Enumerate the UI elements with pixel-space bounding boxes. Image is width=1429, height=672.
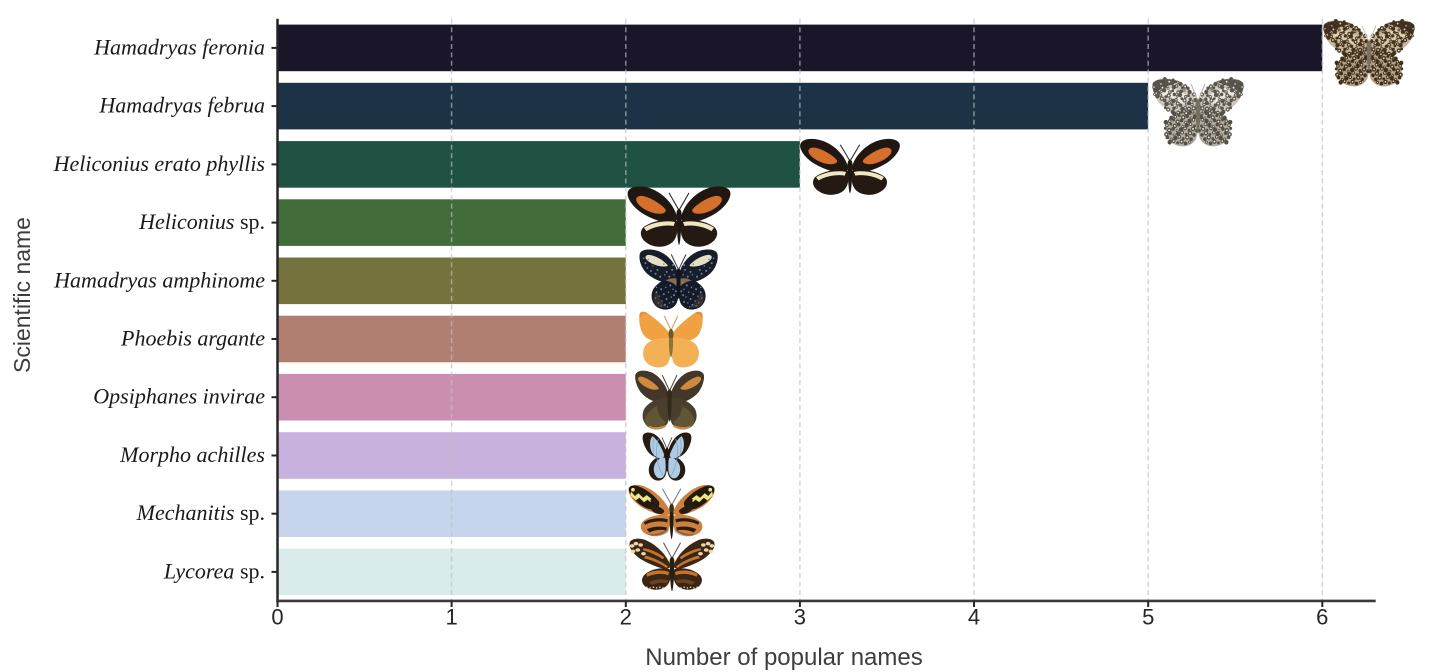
svg-text:2: 2 — [620, 605, 632, 630]
svg-text:Mechanitis sp.: Mechanitis sp. — [136, 500, 265, 525]
svg-text:Hamadryas februa: Hamadryas februa — [98, 93, 265, 118]
svg-text:Scientific name: Scientific name — [9, 217, 35, 373]
svg-text:Hamadryas amphinome: Hamadryas amphinome — [53, 267, 265, 292]
svg-text:5: 5 — [1142, 605, 1154, 630]
svg-text:3: 3 — [794, 605, 806, 630]
svg-text:Hamadryas feronia: Hamadryas feronia — [93, 34, 265, 59]
svg-text:Number of popular names: Number of popular names — [645, 644, 922, 671]
svg-text:6: 6 — [1316, 605, 1328, 630]
svg-text:0: 0 — [271, 605, 283, 630]
svg-text:Opsiphanes invirae: Opsiphanes invirae — [93, 384, 265, 409]
svg-text:4: 4 — [968, 605, 980, 630]
svg-text:Morpho achilles: Morpho achilles — [119, 442, 265, 467]
svg-text:Lycorea sp.: Lycorea sp. — [163, 558, 265, 583]
svg-text:1: 1 — [445, 605, 457, 630]
svg-text:Heliconius erato phyllis: Heliconius erato phyllis — [53, 151, 265, 176]
svg-text:Heliconius sp.: Heliconius sp. — [138, 209, 265, 234]
svg-text:Phoebis argante: Phoebis argante — [120, 326, 265, 351]
